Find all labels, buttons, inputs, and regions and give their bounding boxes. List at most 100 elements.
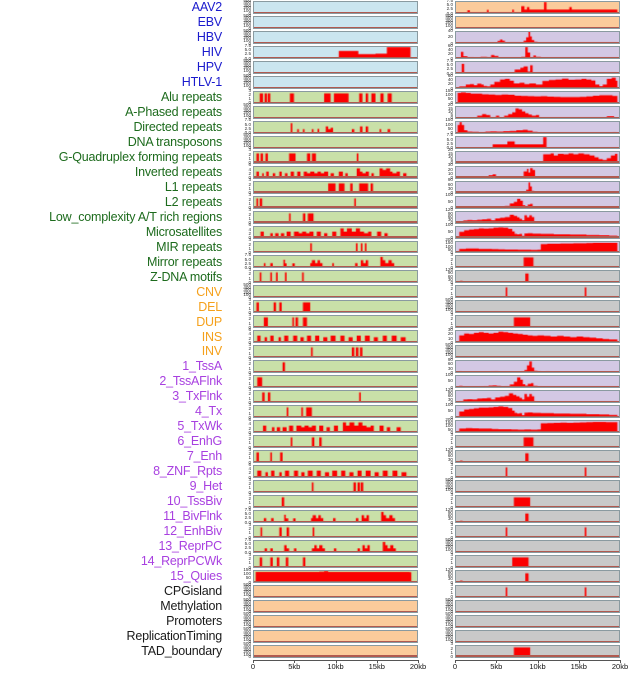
track-plot[interactable] — [253, 539, 418, 553]
track-plot[interactable] — [455, 60, 620, 74]
track-plot[interactable] — [455, 599, 620, 613]
track-plot[interactable] — [455, 150, 620, 164]
track-plot[interactable] — [455, 584, 620, 598]
track-plot[interactable] — [455, 120, 620, 134]
track-plot[interactable] — [455, 480, 620, 493]
track-signal — [254, 615, 417, 627]
track-plot[interactable] — [455, 300, 620, 314]
track-plot[interactable] — [253, 300, 418, 314]
track-plot[interactable] — [253, 569, 418, 583]
track-plot[interactable] — [253, 599, 418, 613]
track-plot[interactable] — [455, 375, 620, 389]
track-plot[interactable] — [253, 105, 418, 119]
track-plot[interactable] — [253, 614, 418, 628]
track-plot[interactable] — [455, 105, 620, 119]
track-plot[interactable] — [455, 75, 620, 89]
y-tick-label: 300 — [243, 107, 251, 113]
track-plot[interactable] — [253, 509, 418, 523]
track-plot[interactable] — [253, 30, 418, 44]
track-plot[interactable] — [455, 465, 620, 479]
track-plot[interactable] — [253, 524, 418, 538]
track-plot[interactable] — [455, 524, 620, 538]
track-plot[interactable] — [253, 345, 418, 359]
track-plot[interactable] — [253, 644, 418, 658]
track-plot[interactable] — [455, 195, 620, 209]
track-plot[interactable] — [253, 45, 418, 59]
y-tick-label: 4 — [248, 466, 251, 471]
track-plot[interactable] — [455, 539, 620, 553]
track-plot[interactable] — [253, 435, 418, 449]
track-plot[interactable] — [253, 375, 418, 389]
track-plot[interactable] — [455, 315, 620, 329]
track-plot[interactable] — [253, 405, 418, 419]
y-tick-label: 0 — [248, 160, 251, 166]
track-label-mir-repeats: MIR repeats — [156, 239, 222, 254]
track-plot[interactable] — [253, 465, 418, 479]
track-plot[interactable] — [455, 405, 620, 419]
track-plot[interactable] — [455, 450, 620, 464]
track-plot[interactable] — [455, 135, 620, 149]
track-plot[interactable] — [253, 270, 418, 284]
track-plot[interactable] — [253, 195, 418, 209]
track-plot[interactable] — [455, 90, 620, 104]
track-plot[interactable] — [253, 75, 418, 89]
track-plot[interactable] — [253, 90, 418, 104]
track-plot[interactable] — [455, 614, 620, 628]
track-plot[interactable] — [253, 15, 418, 29]
track-plot[interactable] — [455, 285, 620, 299]
track-plot[interactable] — [253, 60, 418, 74]
track-plot[interactable] — [455, 240, 620, 254]
track-plot[interactable] — [253, 450, 418, 464]
track-plot[interactable] — [253, 120, 418, 134]
track-plot[interactable] — [253, 495, 418, 508]
track-plot[interactable] — [253, 330, 418, 344]
track-plot[interactable] — [455, 554, 620, 568]
track-plot[interactable] — [253, 584, 418, 598]
track-plot[interactable] — [253, 225, 418, 239]
track-plot[interactable] — [455, 330, 620, 344]
track-plot[interactable] — [455, 435, 620, 449]
track-plot[interactable] — [455, 420, 620, 434]
track-plot[interactable] — [455, 629, 620, 643]
track-plot[interactable] — [455, 210, 620, 224]
track-plot[interactable] — [253, 255, 418, 269]
y-tick-label: 2 — [248, 436, 251, 442]
track-plot[interactable] — [253, 480, 418, 493]
track-plot[interactable] — [455, 569, 620, 583]
track-plot[interactable] — [455, 30, 620, 44]
track-plot[interactable] — [253, 240, 418, 254]
track-plot[interactable] — [253, 390, 418, 404]
track-plot[interactable] — [455, 345, 620, 359]
track-plot[interactable] — [253, 165, 418, 179]
track-plot[interactable] — [455, 180, 620, 194]
track-plot[interactable] — [253, 135, 418, 149]
track-plot[interactable] — [455, 644, 620, 658]
track-plot[interactable] — [455, 509, 620, 523]
y-tick-label: 2 — [248, 391, 251, 397]
track-plot[interactable] — [253, 554, 418, 568]
track-plot[interactable] — [253, 315, 418, 329]
track-plot[interactable] — [455, 495, 620, 508]
track-plot[interactable] — [253, 210, 418, 224]
y-tick-label: 2 — [248, 481, 251, 486]
track-plot[interactable] — [455, 1, 620, 14]
y-tick-label: 2 — [248, 151, 251, 157]
y-tick-label: 7.5 — [446, 0, 453, 3]
track-plot[interactable] — [253, 285, 418, 299]
track-plot[interactable] — [455, 390, 620, 404]
track-plot[interactable] — [455, 255, 620, 269]
y-tick-label: 3 — [450, 491, 453, 497]
track-plot[interactable] — [455, 270, 620, 284]
track-plot[interactable] — [455, 360, 620, 374]
track-plot[interactable] — [253, 420, 418, 434]
track-plot[interactable] — [455, 225, 620, 239]
track-plot[interactable] — [455, 15, 620, 29]
track-plot[interactable] — [455, 165, 620, 179]
track-plot[interactable] — [253, 150, 418, 164]
track-plot[interactable] — [253, 360, 418, 374]
track-plot[interactable] — [253, 1, 418, 14]
track-plot[interactable] — [455, 45, 620, 59]
track-label-4-tx: 4_Tx — [195, 404, 222, 419]
track-plot[interactable] — [253, 629, 418, 643]
track-plot[interactable] — [253, 180, 418, 194]
